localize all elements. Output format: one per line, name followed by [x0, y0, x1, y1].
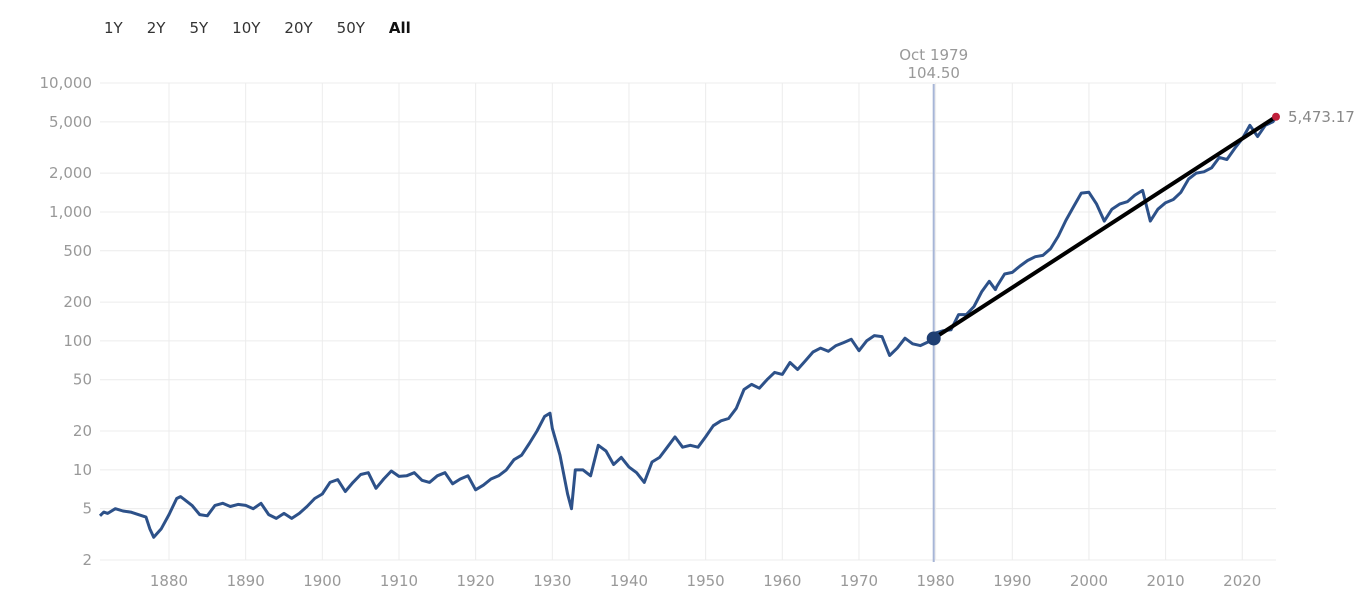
range-button-5y[interactable]: 5Y	[189, 19, 209, 37]
x-tick-label: 2000	[1070, 572, 1108, 590]
y-tick-label: 500	[63, 242, 92, 260]
range-button-1y[interactable]: 1Y	[104, 19, 123, 37]
y-tick-label: 1,000	[49, 203, 92, 221]
y-tick-label: 10,000	[40, 74, 93, 92]
y-tick-label: 10	[73, 461, 92, 479]
y-tick-label: 100	[63, 332, 92, 350]
range-button-50y[interactable]: 50Y	[336, 19, 365, 37]
x-tick-label: 1940	[610, 572, 648, 590]
x-tick-label: 1920	[457, 572, 495, 590]
x-tick-label: 2010	[1147, 572, 1185, 590]
series-line	[98, 116, 1278, 539]
x-tick-label: 2020	[1223, 572, 1261, 590]
x-tick-label: 1910	[380, 572, 418, 590]
x-tick-label: 1970	[840, 572, 878, 590]
hover-point-marker	[926, 331, 941, 346]
x-axis: 1880 1890 1900 1910 1920 1930 1940 1950 1960 1970…	[150, 572, 1261, 590]
y-tick-label: 2	[82, 551, 92, 569]
range-button-10y[interactable]: 10Y	[232, 19, 261, 37]
x-tick-label: 1960	[763, 572, 801, 590]
x-tick-label: 1980	[917, 572, 955, 590]
y-tick-label: 20	[73, 422, 92, 440]
x-tick-label: 1880	[150, 572, 188, 590]
range-button-all[interactable]: All	[388, 19, 411, 37]
gridlines	[100, 82, 1276, 561]
y-tick-label: 5,000	[49, 113, 92, 131]
range-selector: 1Y 2Y 5Y 10Y 20Y 50Y All	[104, 18, 435, 38]
x-tick-label: 1990	[993, 572, 1031, 590]
y-tick-label: 5	[82, 500, 92, 518]
last-value-label: 5,473.17	[1288, 108, 1355, 126]
x-tick-label: 1900	[303, 572, 341, 590]
hover-value-label: 104.50	[907, 64, 960, 82]
range-button-20y[interactable]: 20Y	[284, 19, 313, 37]
x-tick-label: 1950	[687, 572, 725, 590]
hover-date-label: Oct 1979	[899, 46, 968, 64]
y-tick-label: 50	[73, 371, 92, 389]
last-point-marker	[1272, 112, 1280, 121]
y-tick-label: 2,000	[49, 164, 92, 182]
range-button-2y[interactable]: 2Y	[146, 19, 166, 37]
x-tick-label: 1930	[533, 572, 571, 590]
x-tick-label: 1890	[227, 572, 265, 590]
y-tick-label: 200	[63, 293, 92, 311]
y-axis: 10,000 5,000 2,000 1,000 500 200 100 50 20 10 5 2	[40, 74, 93, 569]
trend-line	[931, 114, 1278, 341]
